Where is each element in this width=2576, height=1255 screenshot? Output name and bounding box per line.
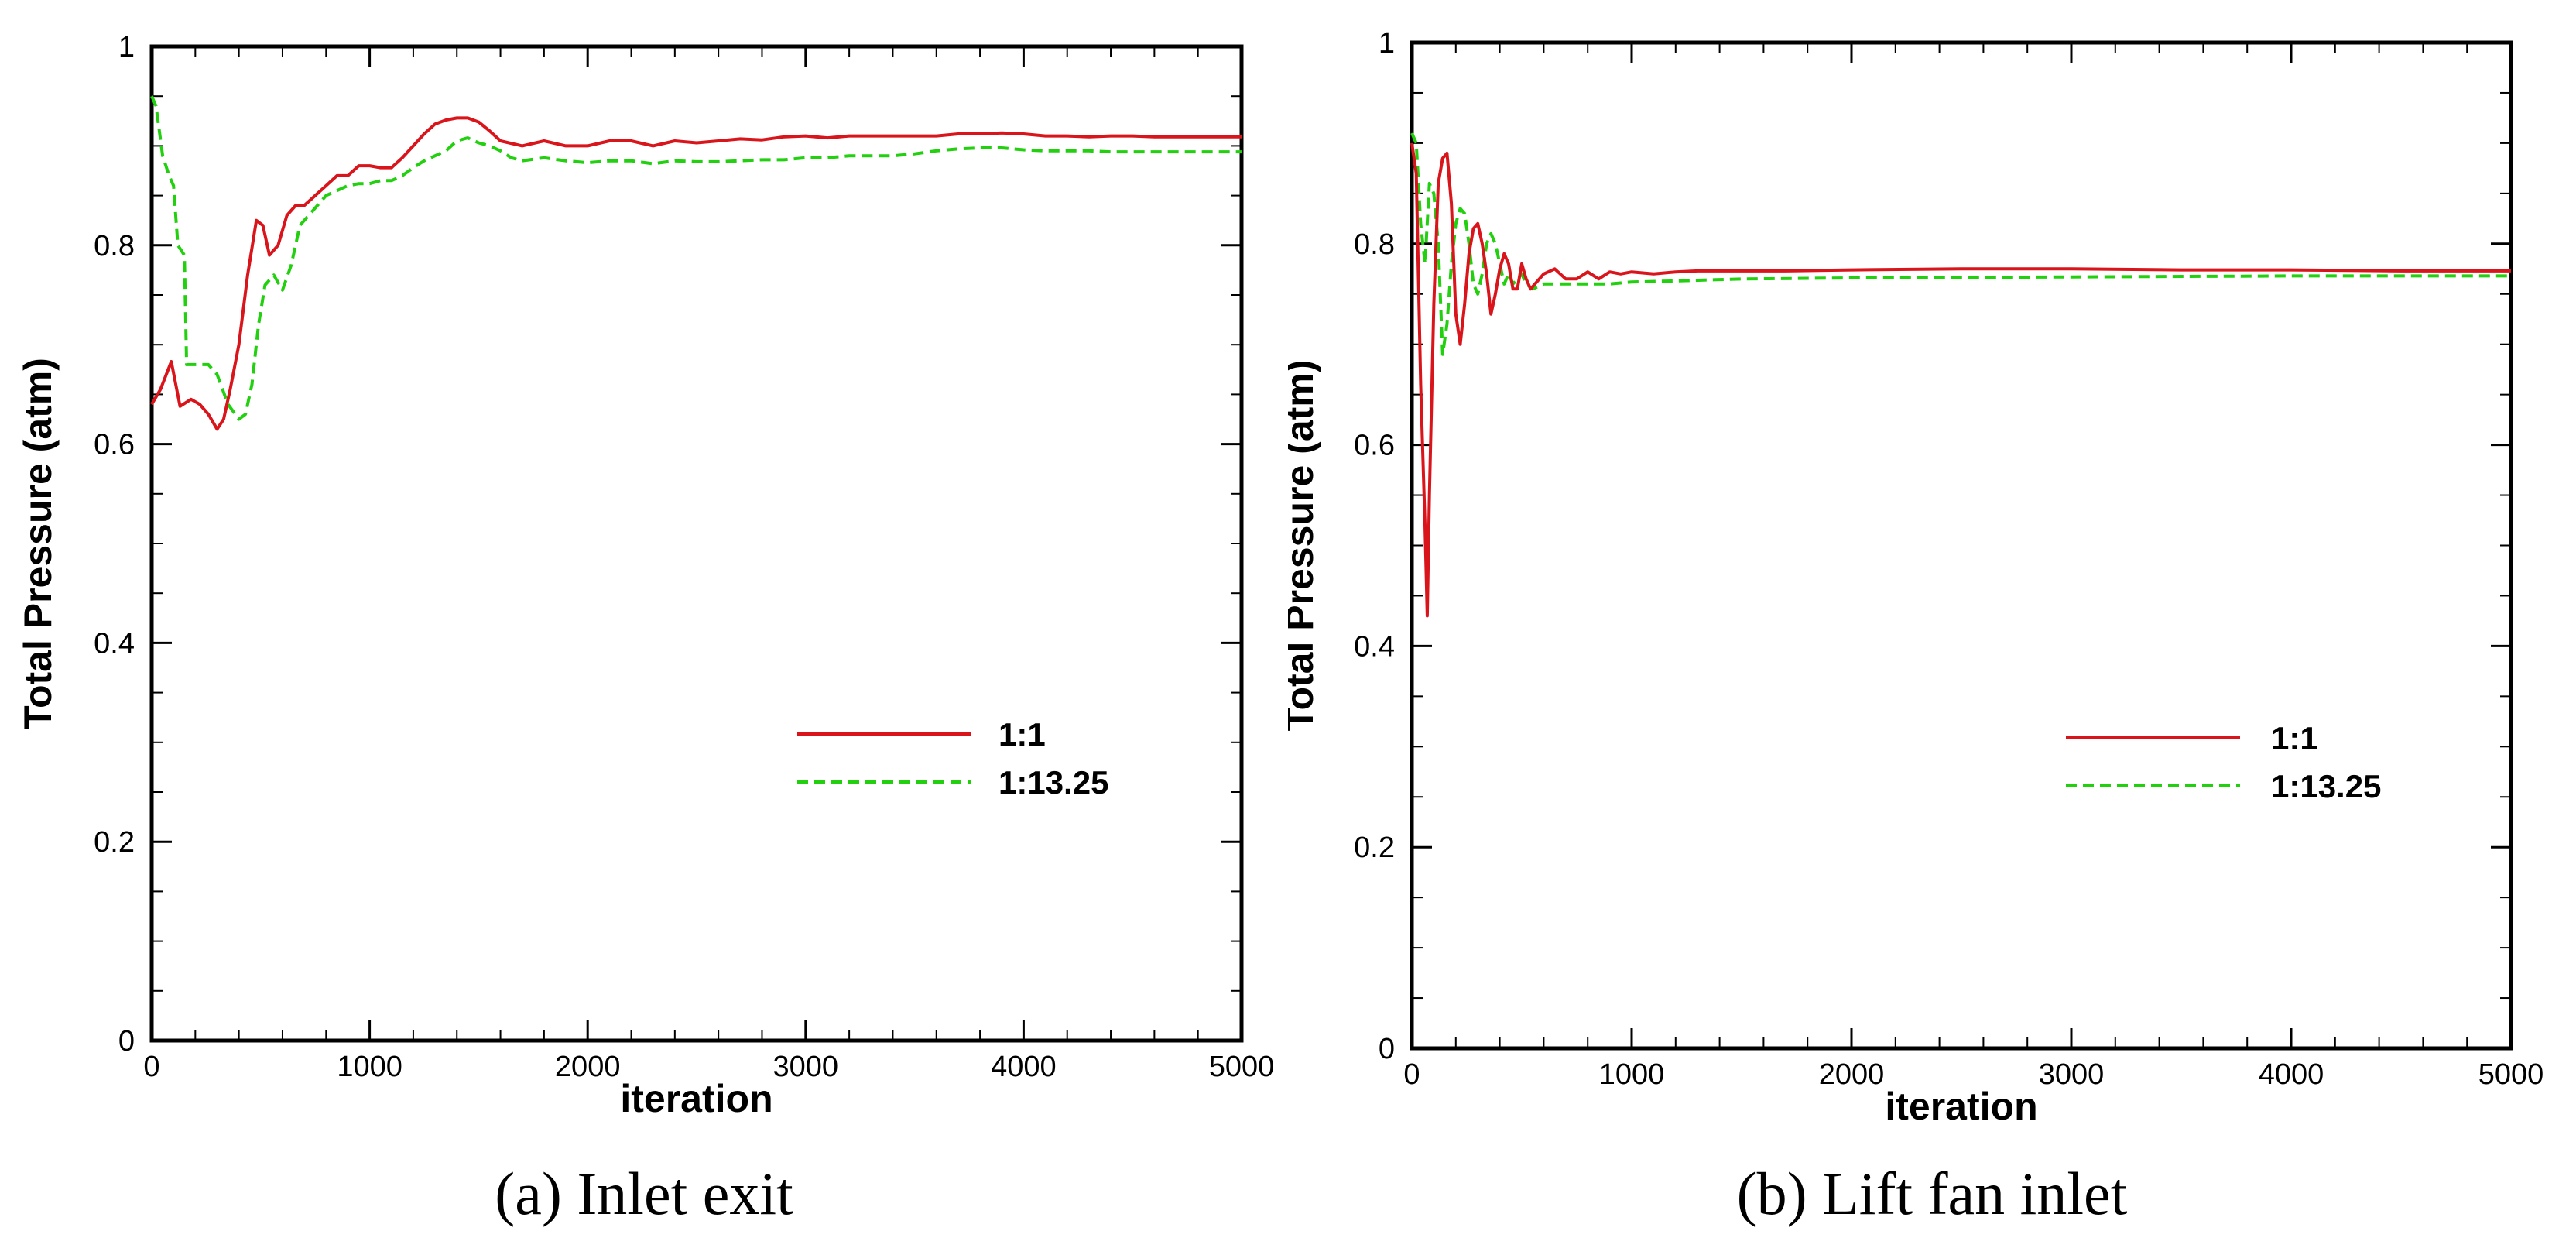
plot-frame bbox=[1410, 40, 2513, 1051]
y-tick-label: 0.2 bbox=[1354, 832, 1395, 864]
x-tick-label: 5000 bbox=[1209, 1051, 1275, 1083]
x-tick-label: 1000 bbox=[1599, 1058, 1665, 1091]
legend-label: 1:13.25 bbox=[999, 764, 1108, 801]
x-tick-label: 3000 bbox=[773, 1051, 839, 1083]
series-line-scale-1-13-25 bbox=[150, 95, 1242, 421]
y-tick-label: 0.4 bbox=[1354, 630, 1395, 663]
x-tick-label: 0 bbox=[143, 1051, 159, 1083]
legend-label: 1:1 bbox=[2271, 720, 2318, 756]
y-tick-label: 0.2 bbox=[94, 826, 135, 859]
y-tick-label: 0.8 bbox=[94, 230, 135, 262]
x-axis-title: iteration bbox=[620, 1077, 772, 1120]
x-tick-label: 4000 bbox=[2259, 1058, 2324, 1091]
x-tick-label: 3000 bbox=[2039, 1058, 2105, 1091]
panel-a-chart: 0 1000 2000 3000 4000 5000 0 0.2 0.4 0.6 0.8 1 itera… bbox=[16, 31, 1275, 1227]
x-tick-label: 5000 bbox=[2478, 1058, 2544, 1091]
y-axis-title: Total Pressure (atm) bbox=[1288, 360, 1321, 732]
series-line-scale-1-1 bbox=[1410, 142, 2511, 618]
y-tick-label: 0.4 bbox=[94, 627, 135, 660]
x-tick-label: 2000 bbox=[1819, 1058, 1885, 1091]
x-tick-label: 2000 bbox=[555, 1051, 621, 1083]
x-axis-title: iteration bbox=[1885, 1085, 2037, 1128]
x-tick-label: 0 bbox=[1403, 1058, 1420, 1091]
y-tick-label: 0 bbox=[118, 1025, 135, 1058]
series-line-scale-1-13-25 bbox=[1410, 132, 2511, 356]
y-axis-title: Total Pressure (atm) bbox=[16, 358, 60, 729]
y-tick-label: 0 bbox=[1379, 1033, 1395, 1065]
x-tick-label: 4000 bbox=[991, 1051, 1057, 1083]
legend-label: 1:1 bbox=[999, 716, 1046, 753]
panel-b-chart: 0 1000 2000 3000 4000 5000 0 0.2 0.4 0.6 0.8 1 itera… bbox=[1288, 27, 2544, 1227]
legend-label: 1:13.25 bbox=[2271, 768, 2381, 804]
panel-caption: (b) Lift fan inlet bbox=[1737, 1160, 2128, 1227]
y-tick-label: 0.6 bbox=[94, 429, 135, 461]
panel-caption: (a) Inlet exit bbox=[495, 1160, 793, 1227]
y-tick-label: 0.8 bbox=[1354, 228, 1395, 261]
y-tick-label: 0.6 bbox=[1354, 430, 1395, 462]
series-line-scale-1-1 bbox=[150, 116, 1242, 431]
y-tick-label: 1 bbox=[1379, 27, 1395, 60]
x-tick-label: 1000 bbox=[337, 1051, 402, 1083]
y-tick-label: 1 bbox=[118, 31, 135, 63]
